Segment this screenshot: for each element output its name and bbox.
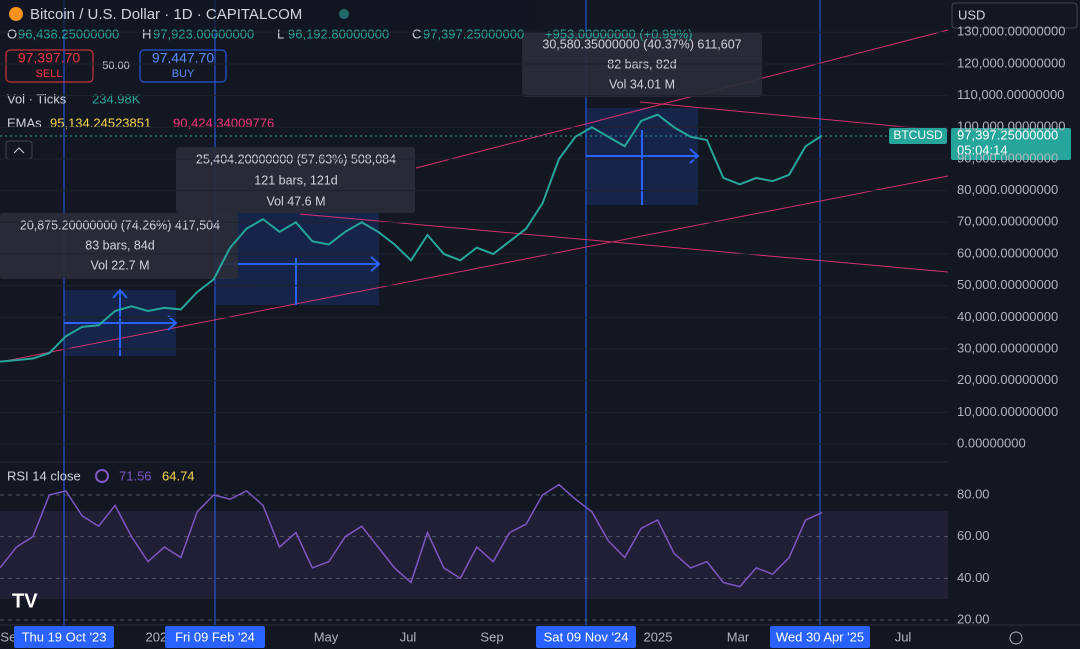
sell-label: SELL xyxy=(36,68,63,80)
trend-lines xyxy=(0,29,949,363)
sell-button[interactable] xyxy=(5,49,94,83)
measure-text: Vol 34.01 M xyxy=(609,77,675,91)
price-tick-label: 20,000.00000000 xyxy=(957,372,1058,387)
last-price: 97,397.25000000 xyxy=(957,127,1058,142)
price-tick-label: 0.00000000 xyxy=(957,435,1026,450)
symbol-tag-text: BTCUSD xyxy=(893,128,943,142)
measure-text: 83 bars, 84d xyxy=(85,238,155,252)
ohlc-label: C xyxy=(412,26,421,41)
measure-text: 30,580.35000000 (40.37%) 611,607 xyxy=(542,37,741,51)
time-highlight xyxy=(14,626,114,648)
currency-select[interactable] xyxy=(951,2,1078,29)
measure-text: 20,875.20000000 (74.26%) 417,504 xyxy=(20,218,220,232)
measure-boxes xyxy=(0,33,762,279)
buy-price: 97,447.70 xyxy=(152,50,214,66)
price-tick-label: 40,000.00000000 xyxy=(957,309,1058,324)
time-label: Sep xyxy=(480,629,503,644)
ohlc-label: H xyxy=(142,26,151,41)
ema-label: EMAs xyxy=(7,115,42,130)
ohlc-label: L xyxy=(277,26,284,41)
price-tick-label: 60,000.00000000 xyxy=(957,245,1058,260)
price-tick-label: 50,000.00000000 xyxy=(957,277,1058,292)
ohlc-value: 96,192.80000000 xyxy=(288,26,389,41)
price-tick-label: 90,000.00000000 xyxy=(957,150,1058,165)
buy-label: BUY xyxy=(172,68,195,80)
rsi-band xyxy=(0,511,948,599)
time-label: Fri 09 Feb '24 xyxy=(175,629,255,644)
ohlc-value: 96,438.25000000 xyxy=(18,26,119,41)
countdown: 05:04:14 xyxy=(957,142,1008,157)
collapse-icon xyxy=(13,147,25,154)
time-label: Mar xyxy=(727,629,750,644)
time-label: 2025 xyxy=(644,629,673,644)
time-label: Sat 09 Nov '24 xyxy=(544,629,629,644)
rsi-line xyxy=(0,483,823,588)
rsi-tick-label: 40.00 xyxy=(957,570,990,585)
time-label: Wed 30 Apr '25 xyxy=(776,629,864,644)
currency: USD xyxy=(958,7,985,22)
symbol-title: Bitcoin / U.S. Dollar · 1D · CAPITALCOM xyxy=(30,6,302,23)
time-highlight xyxy=(536,626,636,648)
legend-bg xyxy=(0,0,530,30)
time-highlight xyxy=(770,626,870,648)
buy-button[interactable] xyxy=(139,49,227,83)
market-status xyxy=(339,9,349,19)
settings-icon[interactable] xyxy=(1009,631,1023,645)
rsi-value: 64.74 xyxy=(162,468,195,483)
rsi-tick-label: 80.00 xyxy=(957,486,990,501)
measure-text: Vol 22.7 M xyxy=(90,258,149,272)
symbol-tag xyxy=(889,128,947,144)
ema-value: 90,424.34009776 xyxy=(173,115,274,130)
ohlc-label: O xyxy=(7,26,17,41)
ema-value: 95,134.24523851 xyxy=(50,115,151,130)
rsi-title: RSI 14 close xyxy=(7,468,81,483)
time-label: Jul xyxy=(895,629,912,644)
volume-label: Vol · Ticks xyxy=(7,91,67,106)
rsi-tick-label: 20.00 xyxy=(957,611,990,626)
ohlc-value: 97,923.00000000 xyxy=(153,26,254,41)
last-price-tag xyxy=(951,128,1071,160)
coin-icon xyxy=(9,7,23,21)
price-tick-label: 110,000.00000000 xyxy=(957,87,1064,102)
time-label: Jul xyxy=(400,629,417,644)
volume-value: 234.98K xyxy=(92,91,141,106)
measure-arrows xyxy=(64,130,700,356)
measure-text: Vol 47.6 M xyxy=(266,194,325,208)
price-tick-label: 130,000.00000000 xyxy=(957,24,1065,39)
change: +953.00000000 (+0.99%) xyxy=(545,26,692,41)
rsi-icon xyxy=(95,469,109,483)
rsi-tick-label: 60.00 xyxy=(957,528,990,543)
time-label: May xyxy=(314,629,339,644)
price-tick-label: 30,000.00000000 xyxy=(957,340,1058,355)
price-tick-label: 80,000.00000000 xyxy=(957,182,1058,197)
price-tick-label: 120,000.00000000 xyxy=(957,55,1065,70)
logo: TV xyxy=(12,590,38,612)
price-tick-label: 70,000.00000000 xyxy=(957,214,1058,229)
time-highlight xyxy=(165,626,265,648)
vertical-markers xyxy=(63,0,821,625)
ohlc-value: 97,397.25000000 xyxy=(423,26,524,41)
sell-price: 97,397.70 xyxy=(18,50,80,66)
price-line xyxy=(0,113,823,363)
price-tick-label: 10,000.00000000 xyxy=(957,404,1058,419)
price-tick-label: 100,000.00000000 xyxy=(957,119,1065,134)
time-label: Thu 19 Oct '23 xyxy=(22,629,107,644)
rsi-value: 71.56 xyxy=(119,468,152,483)
spread: 50.00 xyxy=(102,60,130,72)
measure-text: 121 bars, 121d xyxy=(254,173,337,187)
